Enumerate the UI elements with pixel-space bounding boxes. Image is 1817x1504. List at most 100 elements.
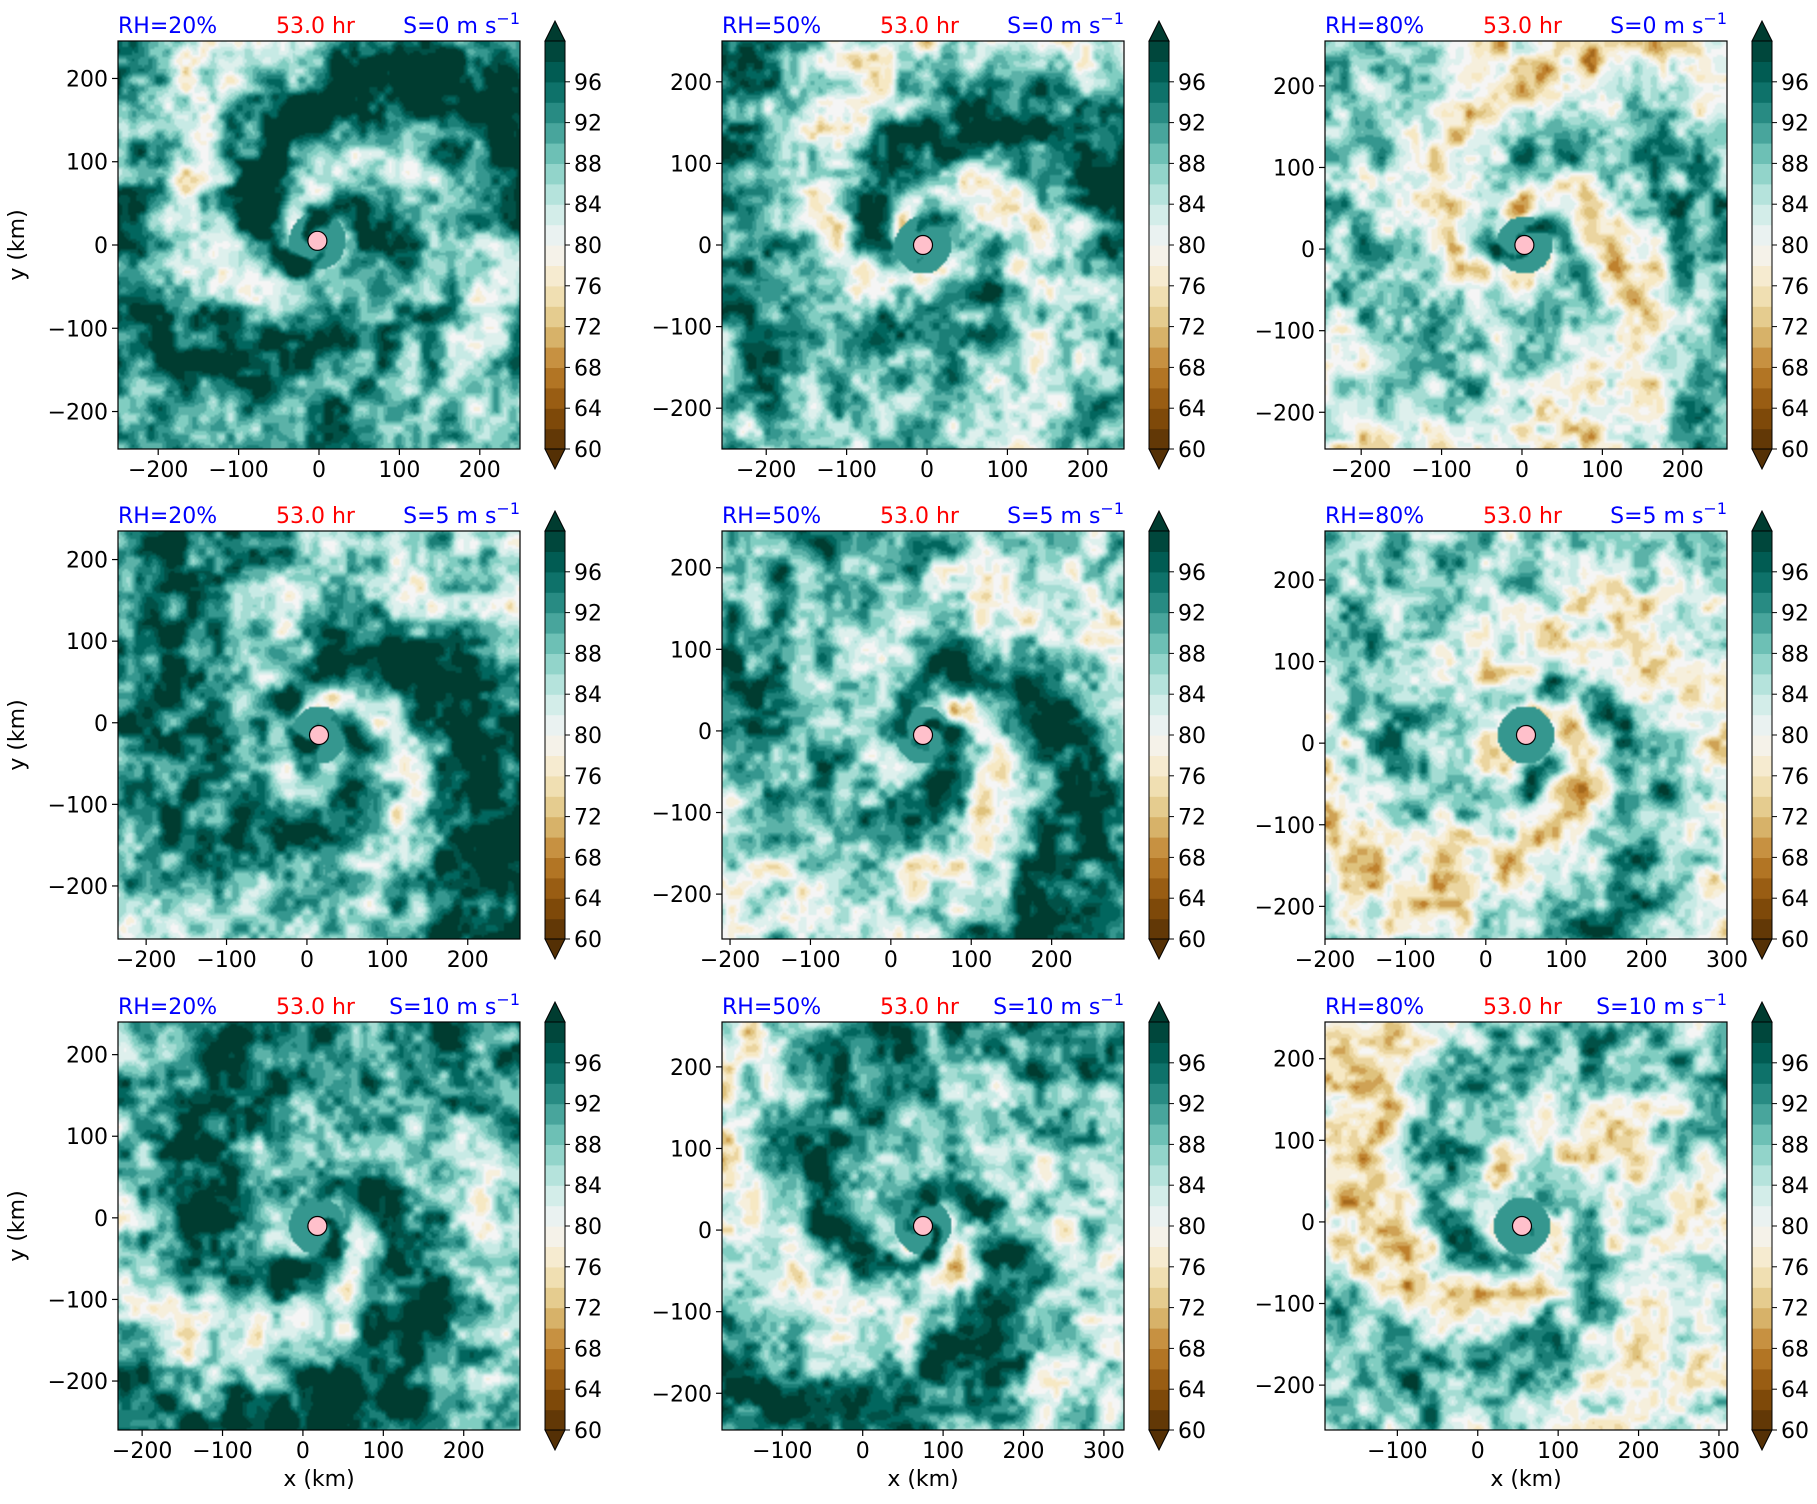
x-tick-label: 100: [986, 458, 1028, 483]
x-tick-label: −100: [1375, 948, 1435, 973]
colorbar-bin: [1752, 1368, 1772, 1390]
colorbar: 60 64 68 72 76 80 84 88 92 96: [1751, 19, 1809, 471]
colorbar-extend-top: [544, 1000, 566, 1023]
colorbar-bin: [545, 1205, 565, 1227]
colorbar-bin: [1752, 898, 1772, 920]
colorbar-tick-label: 76: [1178, 1256, 1206, 1281]
colorbar-tick-label: 88: [574, 152, 602, 177]
colorbar-bin: [1149, 102, 1169, 124]
colorbar-bin: [1149, 877, 1169, 899]
colorbar-bin: [1752, 755, 1772, 777]
colorbar-bin: [1149, 1328, 1169, 1349]
title-time: 53.0 hr: [880, 504, 960, 529]
colorbar-tick-label: 96: [574, 561, 602, 586]
colorbar: 60 64 68 72 76 80 84 88 92 96: [1148, 19, 1206, 471]
y-tick-label: −100: [652, 316, 712, 341]
storm-center-marker: [1511, 1215, 1533, 1237]
x-tick-label: −200: [700, 948, 760, 973]
colorbar-bin: [545, 122, 565, 144]
colorbar-bin: [1752, 775, 1772, 797]
colorbar-bin: [1752, 1144, 1772, 1166]
y-tick-label: 200: [1273, 1048, 1315, 1073]
colorbar-bin: [1752, 285, 1772, 307]
colorbar-bin: [1149, 143, 1169, 164]
colorbar-tick-label: 76: [1781, 1256, 1809, 1281]
panel-2: −200 −100 0 100 200 −200 −100 0 100 200 RH=50% 53.0…: [652, 9, 1206, 483]
title-time: 53.0 hr: [1483, 14, 1563, 39]
colorbar-bin: [1752, 1185, 1772, 1207]
colorbar-extend-top: [1148, 1000, 1170, 1023]
colorbar-bin: [545, 1022, 565, 1043]
colorbar-bin: [1149, 285, 1169, 307]
colorbar-bin: [1149, 1164, 1169, 1186]
colorbar-bin: [1149, 571, 1169, 593]
colorbar-bin: [1149, 857, 1169, 879]
colorbar-bin: [545, 1062, 565, 1084]
colorbar-bin: [1149, 1083, 1169, 1105]
colorbar: 60 64 68 72 76 80 84 88 92 96: [1751, 1000, 1809, 1452]
title-shear: S=10 m s−1: [993, 990, 1124, 1020]
colorbar-tick-label: 64: [1178, 397, 1206, 422]
colorbar-bin: [545, 1164, 565, 1186]
colorbar-bin: [545, 531, 565, 552]
colorbar-tick-label: 72: [1781, 806, 1809, 831]
colorbar-bin: [1149, 122, 1169, 144]
colorbar-bin: [1752, 673, 1772, 695]
colorbar-bin: [1149, 1307, 1169, 1329]
x-tick-label: 200: [1003, 1439, 1045, 1464]
y-tick-label: 0: [1301, 238, 1315, 263]
colorbar-bin: [1752, 183, 1772, 205]
y-tick-label: 0: [94, 234, 108, 259]
colorbar: 60 64 68 72 76 80 84 88 92 96: [544, 19, 602, 471]
colorbar-bin: [1149, 918, 1169, 940]
colorbar-tick-label: 76: [1781, 275, 1809, 300]
colorbar-tick-label: 80: [1781, 1215, 1809, 1240]
y-tick-label: 100: [66, 1125, 108, 1150]
colorbar-bin: [1149, 224, 1169, 246]
colorbar-bin: [545, 224, 565, 246]
x-tick-label: 0: [920, 458, 934, 483]
colorbar-bin: [1752, 81, 1772, 103]
colorbar: 60 64 68 72 76 80 84 88 92 96: [544, 509, 602, 961]
colorbar-bin: [1149, 775, 1169, 797]
colorbar-bin: [545, 387, 565, 409]
colorbar-tick-label: 80: [1178, 234, 1206, 259]
colorbar-tick-label: 72: [1178, 806, 1206, 831]
colorbar-bin: [1752, 1328, 1772, 1349]
title-shear: S=10 m s−1: [389, 990, 520, 1020]
colorbar-bin: [1752, 735, 1772, 756]
colorbar-tick-label: 60: [574, 1419, 602, 1444]
x-tick-label: 200: [459, 458, 501, 483]
colorbar-bin: [1149, 714, 1169, 736]
colorbar-bin: [1752, 347, 1772, 368]
colorbar-bin: [1149, 612, 1169, 634]
colorbar-tick-label: 76: [574, 275, 602, 300]
colorbar-bin: [1149, 1022, 1169, 1043]
x-tick-label: 0: [1471, 1439, 1485, 1464]
colorbar-tick-label: 68: [1781, 1337, 1809, 1362]
x-tick-label: −200: [112, 1439, 172, 1464]
colorbar-tick-label: 60: [1781, 438, 1809, 463]
x-tick-label: 200: [447, 948, 489, 973]
colorbar-extend-bottom: [1148, 448, 1170, 471]
colorbar-bin: [545, 694, 565, 716]
y-tick-label: 200: [1273, 569, 1315, 594]
colorbar-bin: [545, 163, 565, 185]
x-tick-label: 0: [1479, 948, 1493, 973]
panel-8: −100 0 100 200 300 −200 −100 0 100 200 x (km) RH=50…: [652, 990, 1206, 1492]
colorbar-tick-label: 84: [1178, 193, 1206, 218]
colorbar-bin: [545, 551, 565, 573]
colorbar-bin: [1149, 265, 1169, 287]
colorbar-tick-label: 80: [1178, 1215, 1206, 1240]
colorbar-bin: [1149, 1287, 1169, 1309]
y-tick-label: −100: [1255, 320, 1315, 345]
colorbar-tick-label: 96: [1178, 561, 1206, 586]
y-tick-label: 200: [670, 71, 712, 96]
colorbar-bin: [1752, 1226, 1772, 1247]
colorbar-extend-top: [1148, 509, 1170, 532]
title-time: 53.0 hr: [276, 995, 356, 1020]
colorbar-bin: [545, 775, 565, 797]
colorbar-bin: [1752, 245, 1772, 266]
colorbar-bin: [1149, 816, 1169, 838]
colorbar-tick-label: 84: [574, 1174, 602, 1199]
